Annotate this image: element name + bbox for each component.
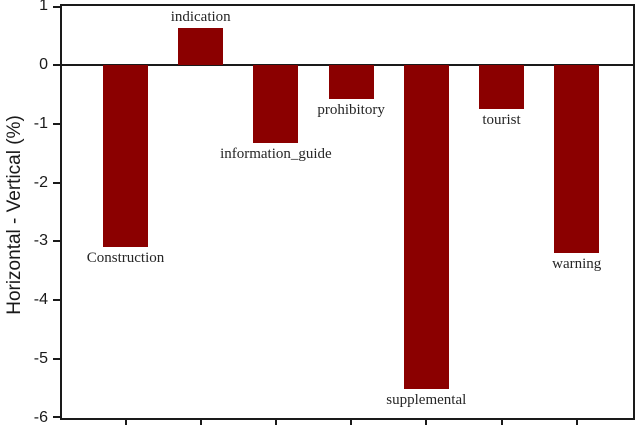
y-tick — [53, 181, 62, 184]
x-tick — [124, 418, 127, 425]
bar-construction — [103, 64, 148, 248]
y-axis-title: Horizontal - Vertical (%) — [4, 115, 25, 315]
bar-warning — [554, 64, 600, 254]
bar-label-prohibitory: prohibitory — [317, 101, 385, 118]
y-tick-label: -4 — [33, 291, 48, 309]
y-tick — [53, 299, 62, 302]
y-tick — [53, 240, 62, 243]
x-tick — [425, 418, 428, 425]
y-tick-label: -6 — [33, 409, 48, 426]
bar-label-indication: indication — [170, 9, 231, 26]
x-tick — [575, 418, 578, 425]
bar-indication — [178, 28, 224, 65]
y-tick — [53, 416, 62, 418]
y-tick — [53, 358, 62, 361]
bar-information-guide — [253, 64, 299, 143]
bar-label-supplemental: supplemental — [386, 391, 467, 408]
y-tick-label: -5 — [33, 350, 48, 368]
y-tick — [53, 6, 62, 8]
y-tick-label: 0 — [39, 55, 48, 73]
bar-supplemental — [403, 64, 449, 389]
y-tick — [53, 63, 62, 66]
y-tick-label: -3 — [33, 232, 48, 250]
bar-label-information-guide: information_guide — [220, 145, 332, 162]
bar-label-tourist: tourist — [482, 112, 521, 128]
bar-prohibitory — [328, 64, 374, 99]
x-tick — [199, 418, 202, 425]
bar-tourist — [479, 64, 524, 109]
x-tick — [350, 418, 353, 425]
y-tick — [53, 122, 62, 125]
bar-label-warning: warning — [552, 256, 602, 273]
y-tick-label: -1 — [33, 114, 48, 132]
x-tick — [500, 418, 503, 425]
plot-area: 1 0 -1 -2 -3 -4 -5 -6 Construction indication info… — [34, 0, 635, 426]
y-tick-label: -2 — [33, 173, 48, 191]
y-tick-label: 1 — [39, 0, 48, 14]
bar-label-construction: Construction — [86, 250, 165, 267]
x-tick — [274, 418, 277, 425]
